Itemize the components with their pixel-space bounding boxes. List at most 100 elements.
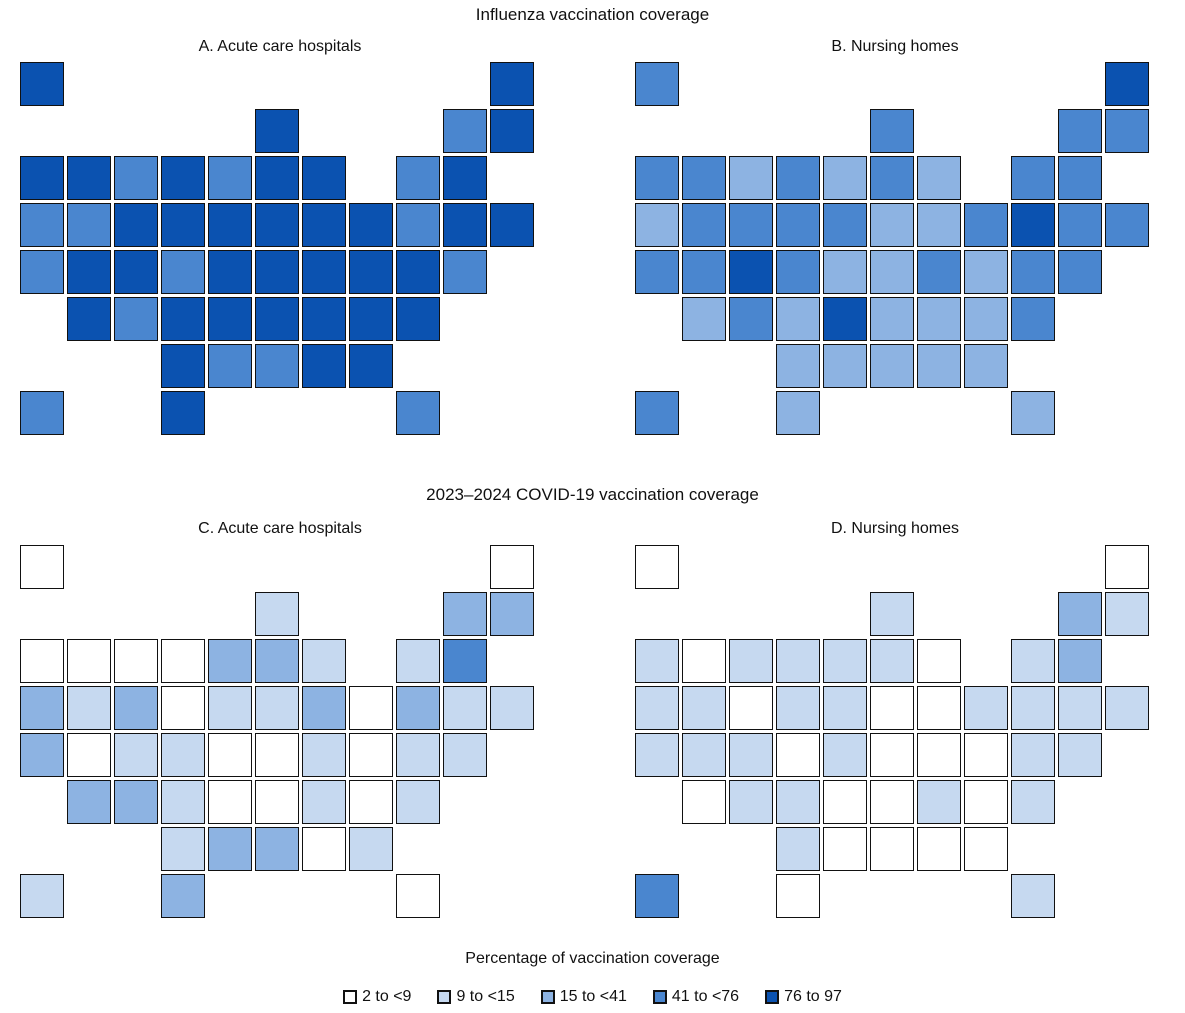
state-wv (302, 733, 346, 777)
state-hi (20, 874, 64, 918)
state-dc (396, 780, 440, 824)
state-nc (302, 297, 346, 341)
legend-title: Percentage of vaccination coverage (465, 950, 720, 967)
state-ak (20, 545, 64, 589)
state-nj (396, 686, 440, 730)
state-pa (349, 686, 393, 730)
state-ut (67, 733, 111, 777)
state-sc (349, 297, 393, 341)
state-sd (776, 686, 820, 730)
state-mo (823, 250, 867, 294)
legend-label: 76 to 97 (784, 988, 842, 1005)
state-wy (114, 203, 158, 247)
state-ne (776, 733, 820, 777)
state-oh (302, 686, 346, 730)
panel-title-c: C. Acute care hospitals (198, 520, 362, 537)
section-title-covid: 2023–2024 COVID-19 vaccination coverage (426, 485, 759, 504)
state-md (1011, 250, 1055, 294)
state-nc (917, 780, 961, 824)
state-nd (776, 639, 820, 683)
state-ga (349, 827, 393, 871)
state-me (490, 62, 534, 106)
state-wy (729, 203, 773, 247)
state-tn (870, 297, 914, 341)
state-nh (1105, 109, 1149, 153)
state-md (1011, 733, 1055, 777)
legend-item: 2 to <9 (343, 988, 411, 1006)
state-wa (20, 639, 64, 683)
state-de (1058, 733, 1102, 777)
state-wa (20, 156, 64, 200)
state-ar (823, 780, 867, 824)
state-tx (161, 874, 205, 918)
state-ar (208, 780, 252, 824)
state-nh (490, 592, 534, 636)
state-ms (255, 344, 299, 388)
state-nm (729, 780, 773, 824)
legend-item: 9 to <15 (437, 988, 515, 1006)
state-ut (67, 250, 111, 294)
state-ut (682, 250, 726, 294)
state-sd (161, 203, 205, 247)
state-mn (208, 639, 252, 683)
state-in (255, 686, 299, 730)
state-or (20, 686, 64, 730)
state-al (302, 344, 346, 388)
state-dc (1011, 780, 1055, 824)
state-ma (1058, 639, 1102, 683)
map-b (635, 62, 1152, 438)
legend-swatch (437, 990, 452, 1004)
legend-swatch (765, 990, 780, 1004)
legend: 2 to <9 9 to <15 15 to <41 41 to <76 76 … (0, 988, 1185, 1006)
legend-item: 41 to <76 (652, 988, 739, 1006)
state-dc (396, 297, 440, 341)
state-ky (870, 733, 914, 777)
state-az (67, 297, 111, 341)
state-me (1105, 545, 1149, 589)
state-ky (870, 250, 914, 294)
state-wv (917, 250, 961, 294)
state-ks (161, 297, 205, 341)
state-ri (1105, 686, 1149, 730)
state-fl (1011, 391, 1055, 435)
state-in (255, 203, 299, 247)
state-ia (208, 686, 252, 730)
state-wv (302, 250, 346, 294)
state-de (443, 250, 487, 294)
state-nj (1011, 203, 1055, 247)
state-hi (635, 874, 679, 918)
state-mt (729, 156, 773, 200)
state-wi (870, 592, 914, 636)
state-nc (302, 780, 346, 824)
state-in (870, 686, 914, 730)
state-ri (490, 203, 534, 247)
state-ia (823, 686, 867, 730)
state-la (208, 344, 252, 388)
map-c (20, 545, 537, 921)
state-il (255, 156, 299, 200)
state-ia (823, 203, 867, 247)
state-me (1105, 62, 1149, 106)
state-ca (20, 733, 64, 777)
state-nd (776, 156, 820, 200)
state-vt (1058, 592, 1102, 636)
state-mi (302, 156, 346, 200)
state-ak (635, 62, 679, 106)
state-ok (161, 344, 205, 388)
state-mo (208, 733, 252, 777)
state-id (682, 156, 726, 200)
state-nm (114, 780, 158, 824)
state-mo (823, 733, 867, 777)
state-nm (729, 297, 773, 341)
state-ne (161, 733, 205, 777)
state-nm (114, 297, 158, 341)
state-mo (208, 250, 252, 294)
state-co (114, 733, 158, 777)
state-wy (114, 686, 158, 730)
legend-label: 9 to <15 (456, 988, 515, 1005)
state-ms (870, 827, 914, 871)
state-vt (443, 109, 487, 153)
legend-item: 76 to 97 (765, 988, 842, 1006)
state-co (729, 250, 773, 294)
state-ky (255, 250, 299, 294)
